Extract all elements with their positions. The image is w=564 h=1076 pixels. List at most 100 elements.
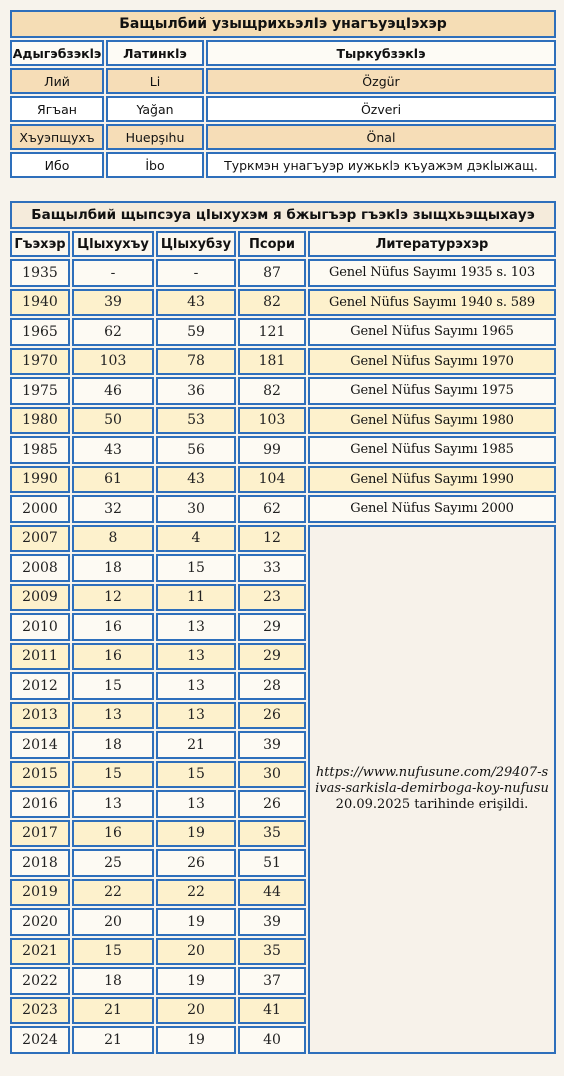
male-count-cell: 18 bbox=[72, 967, 154, 995]
year-cell: 2020 bbox=[10, 908, 70, 936]
female-count-cell: 13 bbox=[156, 790, 236, 818]
female-count-cell: 11 bbox=[156, 583, 236, 611]
year-cell: 2015 bbox=[10, 760, 70, 788]
total-count-cell: 82 bbox=[238, 288, 306, 316]
year-cell: 2010 bbox=[10, 613, 70, 641]
female-count-cell: 26 bbox=[156, 849, 236, 877]
female-count-cell: 13 bbox=[156, 701, 236, 729]
table-row: 2000 32 30 62 Genel Nüfus Sayımı 2000 bbox=[10, 495, 556, 523]
year-cell: 1985 bbox=[10, 436, 70, 464]
family-name-latin: İbo bbox=[106, 152, 204, 178]
total-count-cell: 181 bbox=[238, 347, 306, 375]
source-url[interactable]: https://www.nufusune.com/29407-sivas-sar… bbox=[315, 765, 549, 796]
table-row: Хъуэпщухъ Huepşıhu Önal bbox=[10, 124, 556, 150]
total-count-cell: 104 bbox=[238, 465, 306, 493]
male-count-cell: - bbox=[72, 259, 154, 287]
source-cell: Genel Nüfus Sayımı 1940 s. 589 bbox=[308, 288, 556, 316]
table-row: 2018 25 26 51 bbox=[10, 849, 556, 877]
female-count-cell: 15 bbox=[156, 760, 236, 788]
year-cell: 1970 bbox=[10, 347, 70, 375]
source-cell: Genel Nüfus Sayımı 1965 bbox=[308, 318, 556, 346]
female-count-cell: 19 bbox=[156, 908, 236, 936]
year-cell: 2007 bbox=[10, 524, 70, 552]
year-cell: 1980 bbox=[10, 406, 70, 434]
total-count-cell: 37 bbox=[238, 967, 306, 995]
table-row: 2011 16 13 29 bbox=[10, 642, 556, 670]
year-cell: 2000 bbox=[10, 495, 70, 523]
family-name-adyghe: Лий bbox=[10, 68, 104, 94]
source-cell: Genel Nüfus Sayımı 1985 bbox=[308, 436, 556, 464]
female-count-cell: 13 bbox=[156, 672, 236, 700]
year-cell: 2013 bbox=[10, 701, 70, 729]
header-latin: Латинкlэ bbox=[106, 40, 204, 66]
population-table-title: Бащылбий щыпсэуа цIыхухэм я бжыгъэр гъэк… bbox=[10, 201, 556, 229]
year-cell: 2021 bbox=[10, 937, 70, 965]
table-row: 2016 13 13 26 bbox=[10, 790, 556, 818]
male-count-cell: 62 bbox=[72, 318, 154, 346]
table-row: 2008 18 15 33 bbox=[10, 554, 556, 582]
table-row: 1935- -87 Genel Nüfus Sayımı 1935 s. 103 bbox=[10, 259, 556, 287]
source-access-date: 20.09.2025 tarihinde erişildi. bbox=[335, 797, 529, 812]
male-count-cell: 18 bbox=[72, 731, 154, 759]
table-row: 1965 62 59 121 Genel Nüfus Sayımı 1965 bbox=[10, 318, 556, 346]
female-count-cell: 4 bbox=[156, 524, 236, 552]
male-count-cell: 18 bbox=[72, 554, 154, 582]
total-count-cell: 39 bbox=[238, 908, 306, 936]
total-count-cell: 28 bbox=[238, 672, 306, 700]
year-cell: 1975 bbox=[10, 377, 70, 405]
male-count-cell: 16 bbox=[72, 642, 154, 670]
female-count-cell: 19 bbox=[156, 967, 236, 995]
source-cell: Genel Nüfus Sayımı 1970 bbox=[308, 347, 556, 375]
table-row: 2021 15 20 35 bbox=[10, 937, 556, 965]
family-name-turkish: Önal bbox=[206, 124, 556, 150]
female-count-cell: 15 bbox=[156, 554, 236, 582]
year-cell: 1940 bbox=[10, 288, 70, 316]
female-count-cell: 43 bbox=[156, 288, 236, 316]
header-adyghe: Адыгэбзэкlэ bbox=[10, 40, 104, 66]
table-row: 2023 21 20 41 bbox=[10, 996, 556, 1024]
male-count-cell: 20 bbox=[72, 908, 154, 936]
year-cell: 2014 bbox=[10, 731, 70, 759]
female-count-cell: 13 bbox=[156, 642, 236, 670]
header-sources: Литературэхэр bbox=[308, 231, 556, 257]
table-row: 2013 13 13 26 bbox=[10, 701, 556, 729]
male-count-cell: 16 bbox=[72, 819, 154, 847]
header-male: Цlыхухъу bbox=[72, 231, 154, 257]
year-cell: 2022 bbox=[10, 967, 70, 995]
year-cell: 2008 bbox=[10, 554, 70, 582]
total-count-cell: 23 bbox=[238, 583, 306, 611]
source-cell: Genel Nüfus Sayımı 2000 bbox=[308, 495, 556, 523]
population-table: Бащылбий щыпсэуа цIыхухэм я бжыгъэр гъэк… bbox=[8, 199, 558, 1056]
year-cell: 1990 bbox=[10, 465, 70, 493]
table-row: 1990 61 43 104 Genel Nüfus Sayımı 1990 bbox=[10, 465, 556, 493]
male-count-cell: 25 bbox=[72, 849, 154, 877]
male-count-cell: 43 bbox=[72, 436, 154, 464]
male-count-cell: 15 bbox=[72, 760, 154, 788]
table-row: 2024 21 19 40 bbox=[10, 1026, 556, 1054]
family-name-turkish: Özveri bbox=[206, 96, 556, 122]
total-count-cell: 35 bbox=[238, 819, 306, 847]
family-name-adyghe: Хъуэпщухъ bbox=[10, 124, 104, 150]
total-count-cell: 39 bbox=[238, 731, 306, 759]
male-count-cell: 32 bbox=[72, 495, 154, 523]
table-row: 1970 103 78 181 Genel Nüfus Sayımı 1970 bbox=[10, 347, 556, 375]
table-row: 1985 43 56 99 Genel Nüfus Sayımı 1985 bbox=[10, 436, 556, 464]
year-cell: 2018 bbox=[10, 849, 70, 877]
female-count-cell: 20 bbox=[156, 996, 236, 1024]
total-count-cell: 26 bbox=[238, 701, 306, 729]
family-name-turkish: Туркмэн унагъуэр иужькlэ къуажэм дэкlыжа… bbox=[206, 152, 556, 178]
total-count-cell: 35 bbox=[238, 937, 306, 965]
family-name-latin: Li bbox=[106, 68, 204, 94]
male-count-cell: 21 bbox=[72, 996, 154, 1024]
table-row: Лий Li Özgür bbox=[10, 68, 556, 94]
merged-source-cell: https://www.nufusune.com/29407-sivas-sar… bbox=[308, 524, 556, 1054]
table-row: 2014 18 21 39 bbox=[10, 731, 556, 759]
male-count-cell: 103 bbox=[72, 347, 154, 375]
header-female: Цlыхубзу bbox=[156, 231, 236, 257]
year-cell: 2012 bbox=[10, 672, 70, 700]
total-count-cell: 62 bbox=[238, 495, 306, 523]
table-row: Ибо İbo Туркмэн унагъуэр иужькlэ къуажэм… bbox=[10, 152, 556, 178]
family-name-adyghe: Ягъан bbox=[10, 96, 104, 122]
total-count-cell: 99 bbox=[238, 436, 306, 464]
male-count-cell: 16 bbox=[72, 613, 154, 641]
